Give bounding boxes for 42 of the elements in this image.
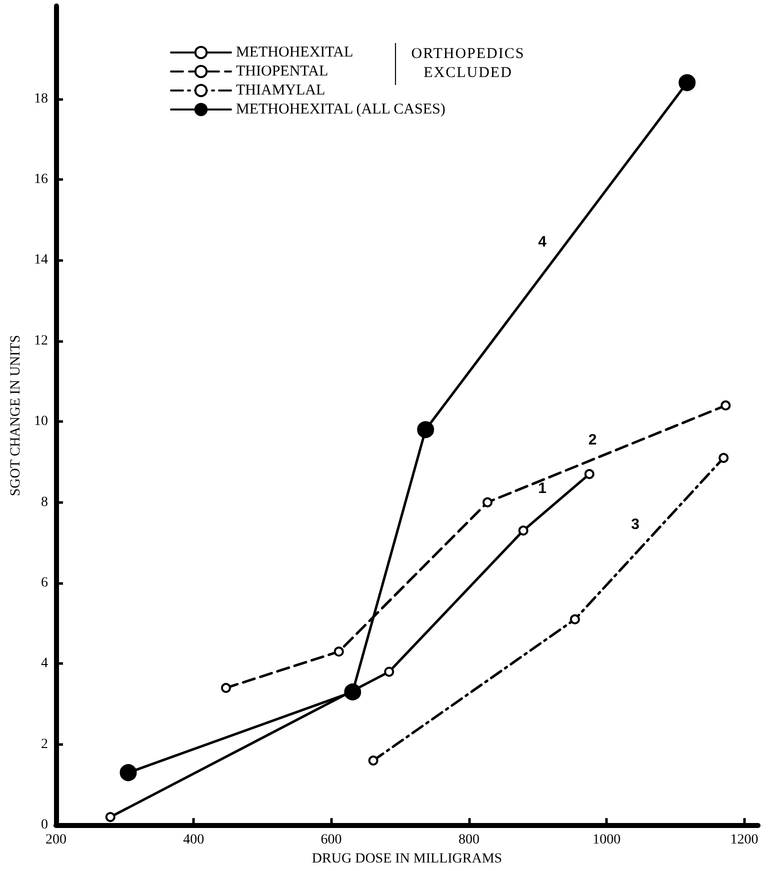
annotation: 1 (538, 480, 547, 497)
x-tick-label: 600 (320, 832, 342, 848)
y-tick-label: 16 (34, 172, 48, 188)
point (105, 812, 116, 822)
point (518, 526, 528, 536)
y-tick-label: 10 (34, 414, 48, 430)
annotation: 3 (631, 516, 640, 534)
y-tick-label: 12 (34, 333, 48, 348)
x-tick-label: 200 (46, 832, 66, 848)
y-tick-label: 18 (34, 91, 48, 106)
x-axis-title: DRUG DOSE IN MILLIGRAMS (312, 852, 502, 866)
y-tick-label: 0 (41, 818, 48, 833)
annotation: 2 (588, 431, 597, 448)
y-tick-label: 4 (41, 656, 48, 672)
y-tick-label: 2 (41, 736, 48, 752)
annotation: 4 (538, 234, 548, 251)
point (334, 646, 344, 657)
annotation: ORTHOPEDICS EXCLUDED (395, 43, 528, 85)
y-tick-label: 6 (41, 576, 48, 590)
point (570, 614, 580, 624)
point (120, 764, 137, 782)
point (584, 469, 594, 480)
point (718, 452, 729, 463)
y-axis-title: SGOT CHANGE IN UNITS (8, 334, 24, 496)
point (720, 400, 731, 410)
y-tick-label: 14 (34, 252, 48, 268)
point (482, 497, 493, 508)
y-tick-label: 8 (41, 494, 48, 510)
x-tick-label: 800 (458, 832, 480, 848)
legend-label: THIAMYLAL (236, 82, 326, 98)
point (221, 682, 231, 693)
x-tick-label: 1000 (592, 832, 621, 848)
point (678, 74, 696, 92)
legend-label: THIOPENTAL (236, 64, 328, 80)
legend-label: METHOHEXITAL (236, 44, 354, 60)
x-tick-label: 1200 (730, 832, 758, 848)
point (384, 666, 394, 677)
point (368, 756, 378, 766)
point (344, 683, 362, 700)
point (417, 421, 434, 438)
x-tick-label: 400 (183, 832, 204, 848)
legend-label: METHOHEXITAL (ALL CASES) (236, 102, 446, 118)
